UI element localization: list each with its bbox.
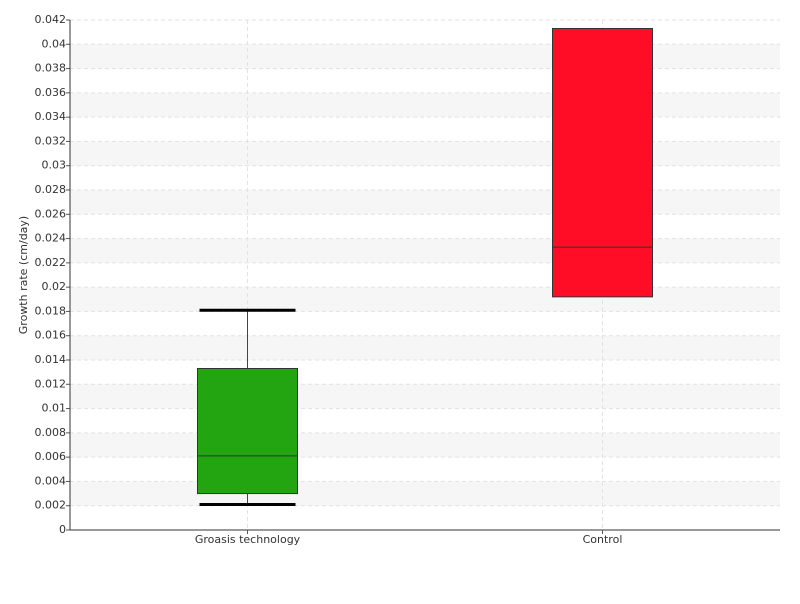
grid-band (70, 335, 780, 360)
grid-band (70, 432, 780, 458)
grid-band (70, 238, 780, 263)
grid-band (70, 481, 780, 506)
y-tick-label: 0.022 (35, 256, 67, 269)
y-tick-label: 0.034 (35, 110, 67, 123)
y-tick-label: 0 (59, 523, 66, 536)
y-tick-label: 0.03 (42, 159, 67, 172)
y-tick-label: 0.006 (35, 450, 67, 463)
y-tick-label: 0.016 (35, 329, 67, 342)
y-tick-label: 0.004 (35, 474, 67, 487)
grid-band (70, 190, 780, 215)
grid-band (70, 44, 780, 69)
grid-band (70, 384, 780, 409)
grid-band (70, 92, 780, 118)
grid-band (70, 141, 780, 166)
x-tick-label: Groasis technology (195, 533, 301, 546)
y-tick-label: 0.018 (35, 304, 67, 317)
box (197, 368, 298, 495)
y-tick-label: 0.036 (35, 86, 67, 99)
box (552, 28, 653, 298)
y-tick-label: 0.012 (35, 377, 67, 390)
y-axis-label: Growth rate (cm/day) (17, 216, 30, 334)
y-tick-label: 0.026 (35, 207, 67, 220)
y-tick-label: 0.024 (35, 232, 67, 245)
y-tick-label: 0.04 (42, 37, 67, 50)
y-tick-label: 0.042 (35, 13, 67, 26)
y-tick-label: 0.038 (35, 62, 67, 75)
y-tick-label: 0.028 (35, 183, 67, 196)
y-tick-label: 0.02 (42, 280, 67, 293)
y-tick-label: 0.014 (35, 353, 67, 366)
y-tick-label: 0.008 (35, 426, 67, 439)
y-tick-label: 0.032 (35, 134, 67, 147)
y-tick-label: 0.01 (42, 402, 67, 415)
grid-band (70, 287, 780, 312)
x-tick-label: Control (583, 533, 623, 546)
y-tick-label: 0.002 (35, 499, 67, 512)
